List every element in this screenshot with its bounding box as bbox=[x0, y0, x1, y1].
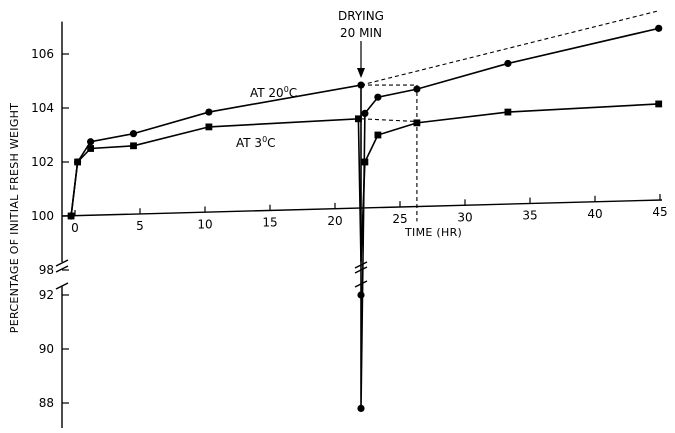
data-point-circle bbox=[205, 108, 213, 116]
y-tick-label: 88 bbox=[39, 396, 54, 410]
tick-labels: 100 102 104 106 98 92 90 88 0 5 10 15 20 25 30 35 40 45 bbox=[31, 47, 668, 410]
data-point-circle bbox=[357, 81, 365, 89]
y-tick-label: 90 bbox=[39, 342, 54, 356]
x-tick-label: 40 bbox=[587, 207, 602, 221]
data-point-square bbox=[355, 115, 362, 123]
data-point-circle bbox=[413, 85, 421, 93]
y-axis-break-mark bbox=[55, 265, 69, 273]
data-point-circle bbox=[357, 404, 365, 412]
data-point-circle bbox=[655, 24, 663, 32]
x-tick-label: 45 bbox=[652, 205, 667, 219]
y-tick-label: 104 bbox=[31, 101, 54, 115]
series-label-20c-text: AT 20 bbox=[250, 86, 284, 100]
series-label-20c-degree: 0 bbox=[284, 85, 289, 94]
data-point-circle bbox=[87, 138, 95, 146]
data-point-circle bbox=[374, 93, 382, 101]
data-point-square bbox=[504, 108, 512, 116]
x-tick-label: 35 bbox=[522, 209, 537, 223]
data-point-circle bbox=[504, 59, 512, 68]
drying-annotation: DRYING 20 MIN bbox=[338, 9, 384, 78]
extrapolation-line bbox=[360, 118, 417, 123]
x-axis bbox=[61, 199, 663, 217]
y-tick-label: 98 bbox=[39, 263, 54, 277]
y-tick-label: 106 bbox=[31, 47, 54, 61]
x-tick-label: 15 bbox=[262, 216, 277, 230]
y-tick-label: 92 bbox=[39, 288, 54, 302]
series-label-20c-unit: C bbox=[289, 86, 297, 100]
y-tick-label: 102 bbox=[31, 155, 54, 169]
data-point-square bbox=[413, 119, 421, 127]
x-axis-title: TIME (HR) bbox=[404, 226, 462, 239]
data-point-circle bbox=[361, 109, 369, 117]
ticks bbox=[62, 53, 661, 404]
x-tick-label: 25 bbox=[392, 212, 407, 226]
series-label-3c-degree: 0 bbox=[262, 135, 267, 144]
data-point-square bbox=[361, 158, 369, 166]
extrapolation-line bbox=[360, 10, 659, 86]
data-point-circle bbox=[357, 291, 365, 299]
y-axis-title: PERCENTAGE OF INITIAL FRESH WEIGHT bbox=[8, 103, 21, 333]
series-label-3c-text: AT 3 bbox=[236, 136, 262, 150]
data-point-square bbox=[130, 142, 137, 150]
data-point-circle bbox=[129, 130, 138, 138]
drying-arrow-head bbox=[357, 68, 365, 78]
data-point-square bbox=[67, 212, 75, 220]
data-point-square bbox=[74, 158, 81, 166]
extrapolation-lines bbox=[360, 10, 659, 222]
data-point-square bbox=[205, 123, 213, 131]
x-tick-label: 5 bbox=[136, 219, 144, 233]
series-label-3c: AT 30C bbox=[236, 135, 276, 150]
data-point-square bbox=[655, 100, 663, 108]
data-point-square bbox=[87, 145, 94, 152]
x-tick-label: 30 bbox=[457, 210, 472, 224]
data-point-square bbox=[374, 131, 382, 139]
y-axis-break-mark bbox=[55, 259, 69, 267]
series-label-3c-unit: C bbox=[267, 136, 275, 150]
x-tick-label: 0 bbox=[71, 221, 79, 235]
y-tick-label: 100 bbox=[31, 209, 54, 223]
series bbox=[67, 24, 663, 412]
x-tick-label: 20 bbox=[327, 214, 342, 228]
series-label-20c: AT 200C bbox=[250, 85, 297, 100]
drying-label-line1: DRYING bbox=[338, 9, 384, 23]
drying-label-line2: 20 MIN bbox=[340, 26, 382, 40]
x-tick-label: 10 bbox=[197, 217, 212, 231]
axes bbox=[55, 21, 663, 428]
